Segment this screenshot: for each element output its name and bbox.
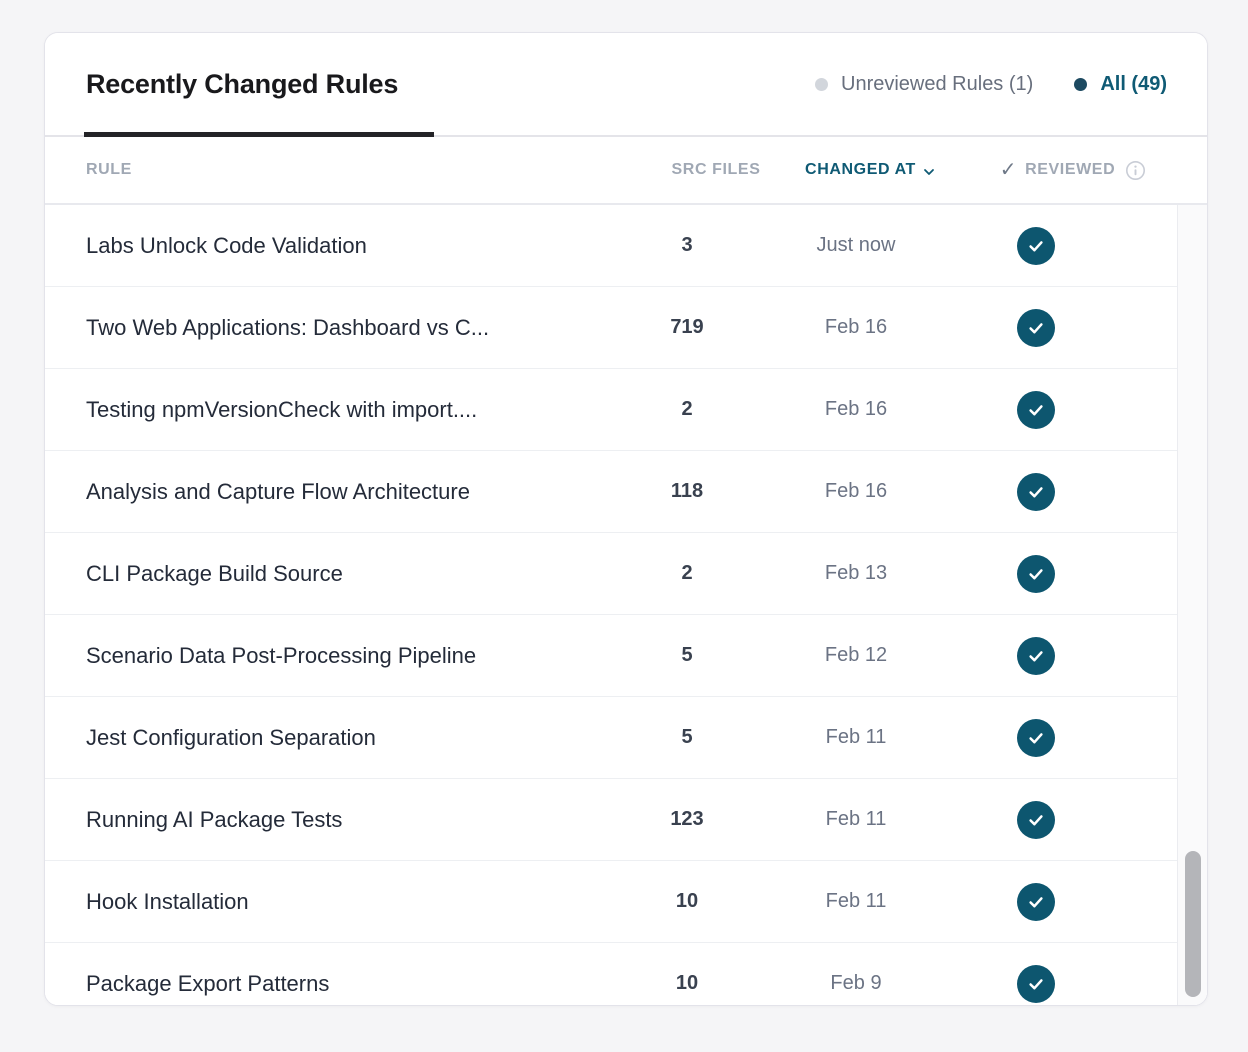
- reviewed-cell: [960, 882, 1154, 921]
- check-icon: ✓: [999, 159, 1018, 181]
- changed-at-value: Feb 16: [824, 398, 888, 420]
- table-row[interactable]: Scenario Data Post-Processing Pipeline 5…: [45, 615, 1207, 697]
- reviewed-label: REVIEWED: [1025, 161, 1116, 178]
- rule-name: CLI Package Build Source: [86, 560, 343, 586]
- changed-at-value: Just now: [816, 234, 896, 256]
- reviewed-cell: [960, 718, 1154, 757]
- changed-at-value: Feb 16: [824, 316, 888, 338]
- rule-name: Two Web Applications: Dashboard vs C...: [86, 314, 490, 340]
- reviewed-cell: [960, 308, 1154, 347]
- src-files-count: 10: [675, 890, 699, 912]
- filter-unreviewed-rules[interactable]: Unreviewed Rules (1): [815, 73, 1033, 96]
- table-row[interactable]: Package Export Patterns 10 Feb 9: [45, 943, 1207, 1005]
- reviewed-cell: [960, 472, 1154, 511]
- filter-all[interactable]: All (49): [1074, 73, 1167, 96]
- reviewed-cell: [960, 390, 1154, 429]
- table-row[interactable]: Hook Installation 10 Feb 11: [45, 861, 1207, 943]
- table-row[interactable]: Labs Unlock Code Validation 3 Just now: [45, 205, 1207, 287]
- table-body: Labs Unlock Code Validation 3 Just now T…: [45, 205, 1207, 1005]
- active-dot-icon: [1074, 77, 1088, 91]
- table-row[interactable]: Two Web Applications: Dashboard vs C... …: [45, 287, 1207, 369]
- check-circle-icon[interactable]: [1017, 964, 1055, 1003]
- rule-name: Hook Installation: [86, 888, 249, 914]
- changed-at-value: Feb 11: [825, 890, 887, 912]
- rule-name: Analysis and Capture Flow Architecture: [86, 478, 470, 504]
- src-files-count: 5: [681, 644, 693, 666]
- column-header-changed-at[interactable]: CHANGED AT: [766, 161, 974, 179]
- tab-recently-changed-rules[interactable]: Recently Changed Rules: [86, 68, 399, 99]
- column-header-rule: RULE: [86, 161, 132, 178]
- src-files-count: 123: [670, 808, 704, 830]
- reviewed-cell: [960, 554, 1154, 593]
- table-row[interactable]: Analysis and Capture Flow Architecture 1…: [45, 451, 1207, 533]
- src-files-count: 2: [681, 562, 693, 584]
- filter-group: Unreviewed Rules (1) All (49): [815, 73, 1167, 96]
- rule-name: Jest Configuration Separation: [86, 724, 376, 750]
- reviewed-cell: [960, 800, 1154, 839]
- recently-changed-rules-card: Recently Changed Rules Unreviewed Rules …: [44, 32, 1208, 1006]
- inactive-dot-icon: [815, 77, 829, 91]
- src-files-count: 5: [681, 726, 693, 748]
- column-header-src-files: SRC FILES: [671, 161, 761, 178]
- changed-at-value: Feb 16: [824, 480, 888, 502]
- info-icon[interactable]: [1125, 160, 1146, 181]
- changed-at-value: Feb 11: [825, 808, 887, 830]
- reviewed-cell: [960, 964, 1154, 1003]
- reviewed-cell: [960, 226, 1154, 265]
- rule-name: Scenario Data Post-Processing Pipeline: [86, 642, 477, 668]
- rule-name: Running AI Package Tests: [86, 806, 343, 832]
- check-circle-icon[interactable]: [1017, 718, 1055, 757]
- rule-name: Testing npmVersionCheck with import....: [86, 396, 478, 422]
- filter-all-label: All (49): [1100, 72, 1167, 95]
- changed-at-value: Feb 9: [830, 972, 882, 994]
- active-tab-underline: [84, 132, 434, 137]
- check-circle-icon[interactable]: [1017, 800, 1055, 839]
- card-header: Recently Changed Rules Unreviewed Rules …: [45, 33, 1207, 137]
- check-circle-icon[interactable]: [1017, 554, 1055, 593]
- rule-name: Package Export Patterns: [86, 970, 330, 996]
- check-circle-icon[interactable]: [1017, 390, 1055, 429]
- table-row[interactable]: Running AI Package Tests 123 Feb 11: [45, 779, 1207, 861]
- table-row[interactable]: Testing npmVersionCheck with import.... …: [45, 369, 1207, 451]
- changed-at-label: CHANGED AT: [805, 161, 916, 178]
- scrollbar-track[interactable]: [1177, 205, 1207, 1005]
- check-circle-icon[interactable]: [1017, 636, 1055, 675]
- filter-unreviewed-label: Unreviewed Rules (1): [841, 72, 1034, 95]
- reviewed-cell: [960, 636, 1154, 675]
- check-circle-icon[interactable]: [1017, 308, 1055, 347]
- scrollbar-thumb[interactable]: [1185, 851, 1201, 997]
- table-row[interactable]: Jest Configuration Separation 5 Feb 11: [45, 697, 1207, 779]
- check-circle-icon[interactable]: [1017, 472, 1055, 511]
- changed-at-value: Feb 12: [824, 644, 888, 666]
- changed-at-value: Feb 11: [825, 726, 887, 748]
- column-header-reviewed: ✓ REVIEWED: [976, 160, 1170, 181]
- src-files-count: 10: [675, 972, 699, 994]
- table-row[interactable]: CLI Package Build Source 2 Feb 13: [45, 533, 1207, 615]
- check-circle-icon[interactable]: [1017, 226, 1055, 265]
- changed-at-value: Feb 13: [824, 562, 888, 584]
- check-circle-icon[interactable]: [1017, 882, 1055, 921]
- src-files-count: 3: [681, 234, 693, 256]
- src-files-count: 2: [681, 398, 693, 420]
- src-files-count: 719: [670, 316, 704, 338]
- chevron-down-icon: [923, 168, 935, 176]
- rule-name: Labs Unlock Code Validation: [86, 232, 367, 258]
- table-column-headers: RULE SRC FILES CHANGED AT ✓ REVIEWED: [45, 137, 1207, 205]
- src-files-count: 118: [670, 480, 704, 502]
